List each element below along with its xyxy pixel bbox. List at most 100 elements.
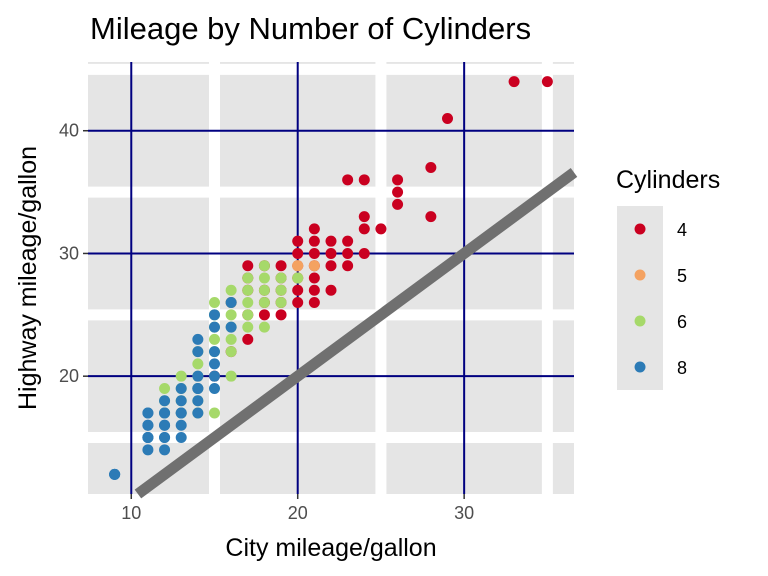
data-point-cyl-5 bbox=[292, 260, 304, 272]
legend-label-6: 6 bbox=[677, 312, 687, 332]
x-tick-label: 30 bbox=[454, 503, 474, 523]
data-point-cyl-6 bbox=[242, 284, 254, 296]
data-point-cyl-4 bbox=[541, 76, 553, 88]
legend-label-4: 4 bbox=[677, 220, 687, 240]
data-point-cyl-4 bbox=[325, 260, 337, 272]
data-point-cyl-4 bbox=[325, 235, 337, 247]
data-point-cyl-6 bbox=[258, 260, 270, 272]
data-point-cyl-8 bbox=[159, 432, 171, 444]
data-point-cyl-4 bbox=[275, 260, 287, 272]
legend-title: Cylinders bbox=[616, 166, 720, 194]
x-axis-title: City mileage/gallon bbox=[225, 534, 436, 562]
data-point-cyl-4 bbox=[442, 112, 454, 124]
data-point-cyl-8 bbox=[142, 432, 154, 444]
legend-key-8 bbox=[634, 361, 646, 373]
data-point-cyl-4 bbox=[242, 333, 254, 345]
data-point-cyl-6 bbox=[292, 272, 304, 284]
data-point-cyl-8 bbox=[192, 346, 204, 358]
data-point-cyl-4 bbox=[325, 284, 337, 296]
data-point-cyl-4 bbox=[508, 76, 520, 88]
data-point-cyl-8 bbox=[142, 407, 154, 419]
data-point-cyl-8 bbox=[208, 309, 220, 321]
data-points bbox=[109, 76, 553, 480]
data-point-cyl-4 bbox=[342, 260, 354, 272]
data-point-cyl-6 bbox=[225, 333, 237, 345]
data-point-cyl-6 bbox=[242, 309, 254, 321]
legend-key-4 bbox=[634, 223, 646, 235]
data-point-cyl-4 bbox=[358, 223, 370, 235]
data-point-cyl-6 bbox=[258, 272, 270, 284]
data-point-cyl-4 bbox=[308, 284, 320, 296]
y-tick-label: 20 bbox=[59, 366, 79, 386]
data-point-cyl-8 bbox=[192, 382, 204, 394]
data-point-cyl-6 bbox=[258, 297, 270, 309]
x-tick-label: 10 bbox=[121, 503, 141, 523]
data-point-cyl-4 bbox=[358, 211, 370, 223]
data-point-cyl-6 bbox=[225, 284, 237, 296]
data-point-cyl-4 bbox=[392, 198, 404, 210]
data-point-cyl-4 bbox=[325, 247, 337, 259]
data-point-cyl-8 bbox=[192, 395, 204, 407]
x-axis: 10 20 30 bbox=[121, 494, 474, 523]
data-point-cyl-4 bbox=[308, 247, 320, 259]
data-point-cyl-4 bbox=[308, 223, 320, 235]
data-point-cyl-4 bbox=[392, 186, 404, 198]
data-point-cyl-4 bbox=[392, 174, 404, 186]
data-point-cyl-4 bbox=[425, 162, 437, 174]
data-point-cyl-6 bbox=[275, 284, 287, 296]
data-point-cyl-8 bbox=[208, 321, 220, 333]
data-point-cyl-4 bbox=[425, 211, 437, 223]
data-point-cyl-8 bbox=[225, 297, 237, 309]
y-tick-label: 30 bbox=[59, 243, 79, 263]
data-point-cyl-4 bbox=[342, 235, 354, 247]
data-point-cyl-8 bbox=[192, 370, 204, 382]
data-point-cyl-8 bbox=[225, 321, 237, 333]
y-axis-title: Highway mileage/gallon bbox=[14, 146, 42, 410]
data-point-cyl-6 bbox=[242, 272, 254, 284]
data-point-cyl-8 bbox=[175, 432, 187, 444]
y-tick-label: 40 bbox=[59, 121, 79, 141]
data-point-cyl-6 bbox=[208, 407, 220, 419]
data-point-cyl-5 bbox=[308, 260, 320, 272]
data-point-cyl-8 bbox=[175, 382, 187, 394]
data-point-cyl-4 bbox=[358, 174, 370, 186]
data-point-cyl-8 bbox=[159, 419, 171, 431]
data-point-cyl-6 bbox=[275, 297, 287, 309]
data-point-cyl-6 bbox=[225, 309, 237, 321]
data-point-cyl-6 bbox=[175, 370, 187, 382]
legend-items: 4 5 6 8 bbox=[634, 220, 687, 378]
data-point-cyl-6 bbox=[192, 358, 204, 370]
data-point-cyl-8 bbox=[208, 382, 220, 394]
data-point-cyl-4 bbox=[275, 309, 287, 321]
data-point-cyl-4 bbox=[308, 235, 320, 247]
reference-line-y-equals-x bbox=[134, 168, 578, 499]
data-point-cyl-4 bbox=[258, 309, 270, 321]
data-point-cyl-6 bbox=[208, 297, 220, 309]
data-point-cyl-4 bbox=[242, 260, 254, 272]
data-point-cyl-6 bbox=[225, 346, 237, 358]
data-point-cyl-8 bbox=[142, 444, 154, 456]
data-point-cyl-8 bbox=[159, 395, 171, 407]
data-point-cyl-8 bbox=[175, 419, 187, 431]
legend-key-background bbox=[617, 206, 663, 390]
data-point-cyl-6 bbox=[242, 297, 254, 309]
data-point-cyl-6 bbox=[258, 321, 270, 333]
data-point-cyl-8 bbox=[142, 419, 154, 431]
data-point-cyl-8 bbox=[159, 407, 171, 419]
data-point-cyl-6 bbox=[225, 370, 237, 382]
data-point-cyl-8 bbox=[175, 407, 187, 419]
data-point-cyl-4 bbox=[358, 247, 370, 259]
legend-key-5 bbox=[634, 269, 646, 281]
panel-background bbox=[88, 62, 574, 494]
chart-title: Mileage by Number of Cylinders bbox=[90, 11, 531, 46]
data-point-cyl-4 bbox=[375, 223, 387, 235]
legend: Cylinders 4 5 6 8 bbox=[616, 166, 720, 390]
data-point-cyl-4 bbox=[292, 297, 304, 309]
plot-panel bbox=[88, 62, 578, 499]
data-point-cyl-8 bbox=[208, 346, 220, 358]
major-gridlines bbox=[88, 62, 574, 494]
data-point-cyl-4 bbox=[308, 272, 320, 284]
y-axis: 20 30 40 bbox=[59, 121, 88, 386]
data-point-cyl-8 bbox=[208, 358, 220, 370]
data-point-cyl-4 bbox=[342, 247, 354, 259]
